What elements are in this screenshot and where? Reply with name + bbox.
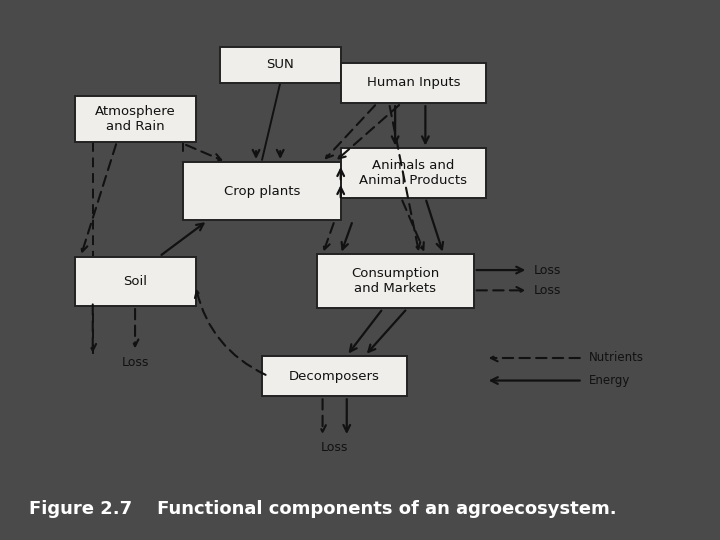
Text: Decomposers: Decomposers	[289, 369, 380, 382]
Text: Soil: Soil	[123, 275, 147, 288]
Bar	[184, 162, 341, 220]
Text: SUN: SUN	[266, 58, 294, 71]
Text: Loss: Loss	[534, 284, 562, 297]
Text: Atmosphere
and Rain: Atmosphere and Rain	[95, 105, 176, 133]
Text: Loss: Loss	[321, 441, 348, 454]
Text: Figure 2.7    Functional components of an agroecosystem.: Figure 2.7 Functional components of an a…	[29, 500, 616, 518]
Bar	[75, 256, 196, 306]
Text: Loss: Loss	[534, 264, 562, 276]
Text: Nutrients: Nutrients	[589, 352, 644, 365]
Text: Energy: Energy	[589, 374, 630, 387]
Text: Human Inputs: Human Inputs	[366, 77, 460, 90]
Bar	[220, 47, 341, 83]
Text: Animals and
Animal Products: Animals and Animal Products	[359, 159, 467, 187]
Bar	[317, 254, 474, 308]
Bar	[75, 97, 196, 141]
Bar	[341, 148, 486, 198]
Text: Loss: Loss	[122, 356, 149, 369]
Text: Consumption
and Markets: Consumption and Markets	[351, 267, 439, 295]
Bar	[262, 356, 408, 396]
Text: Crop plants: Crop plants	[224, 185, 300, 198]
Bar	[341, 63, 486, 103]
